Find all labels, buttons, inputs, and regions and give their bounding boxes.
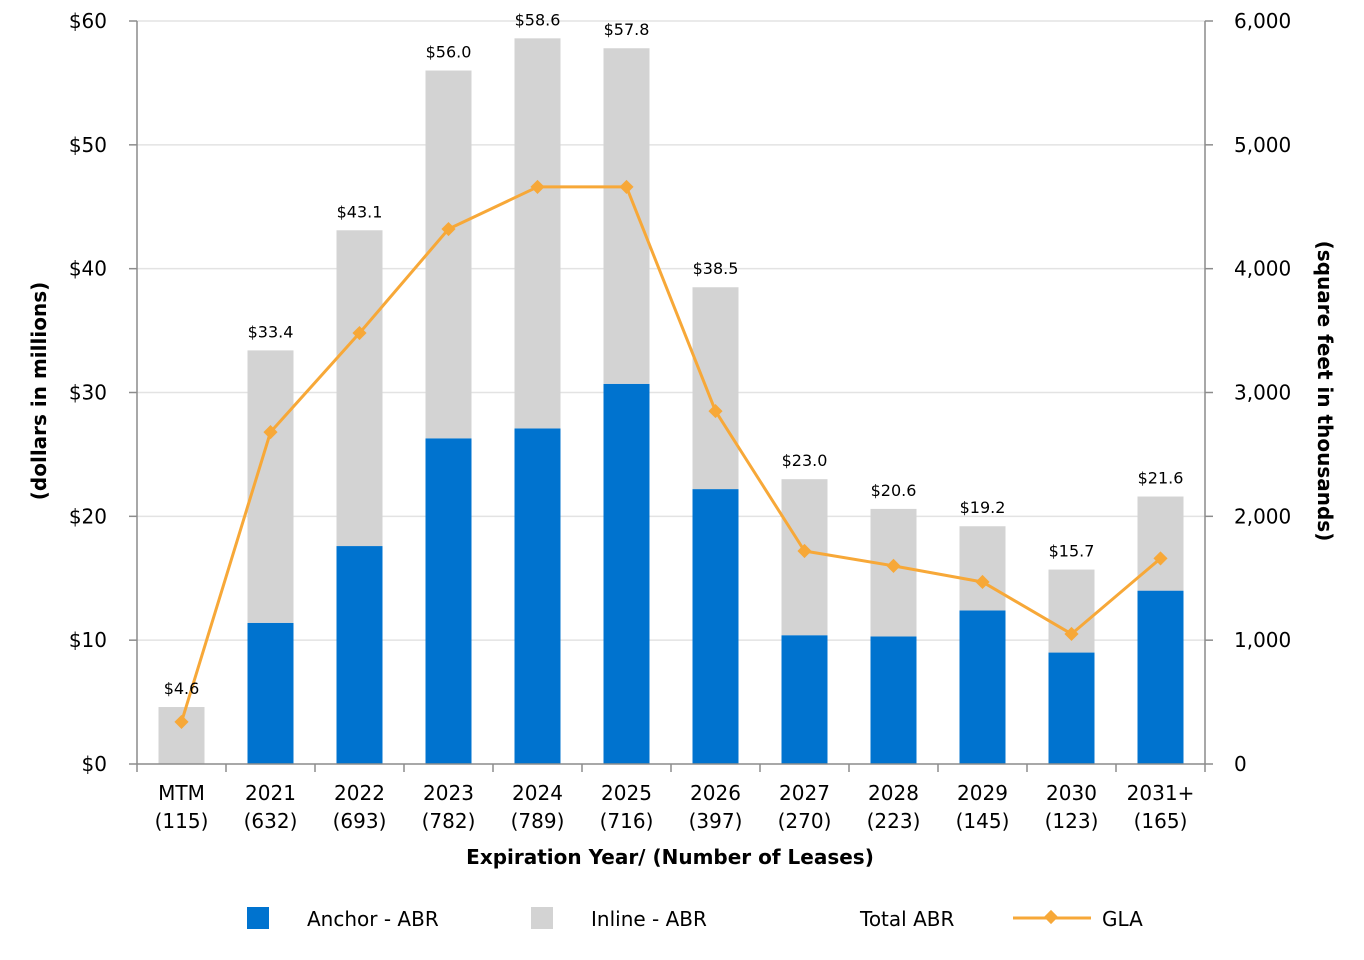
- bar-anchor-abr: [514, 428, 561, 764]
- bar-inline-abr: [959, 526, 1006, 611]
- bars: [158, 38, 1184, 764]
- bar-anchor-abr: [425, 438, 472, 764]
- x-tick-label: MTM: [158, 781, 205, 805]
- legend-label-anchor: Anchor - ABR: [307, 907, 439, 931]
- y2-tick-label: 4,000: [1234, 257, 1291, 281]
- y2-tick-label: 0: [1234, 752, 1247, 776]
- total-abr-label: $23.0: [782, 451, 828, 470]
- total-abr-label: $56.0: [426, 43, 472, 62]
- y-tick-label: $0: [82, 752, 107, 776]
- y-tick-label: $40: [69, 257, 107, 281]
- gla-point: [174, 714, 189, 729]
- legend-label-inline: Inline - ABR: [591, 907, 707, 931]
- x-tick-lease-count: (716): [600, 809, 654, 833]
- legend: Anchor - ABR Inline - ABR Total ABR GLA: [247, 907, 1143, 931]
- legend-label-total: Total ABR: [859, 907, 954, 931]
- y2-tick-label: 2,000: [1234, 504, 1291, 528]
- gla-point: [530, 179, 545, 195]
- y-tick-label: $10: [69, 628, 107, 652]
- x-tick-lease-count: (165): [1134, 809, 1188, 833]
- gla-point: [1064, 626, 1079, 642]
- total-abr-label: $43.1: [337, 202, 383, 221]
- x-tick-lease-count: (145): [956, 809, 1010, 833]
- bar-inline-abr: [1137, 496, 1184, 591]
- x-tick-label: 2021: [245, 781, 296, 805]
- y2-tick-label: 6,000: [1234, 9, 1291, 33]
- gla-point: [263, 425, 278, 440]
- x-tick-lease-count: (123): [1045, 809, 1099, 833]
- gridlines: [137, 20, 1205, 641]
- gla-line-path: [180, 185, 1162, 723]
- x-tick-label: 2030: [1046, 781, 1097, 805]
- bar-anchor-abr: [603, 383, 650, 764]
- bar-anchor-abr: [336, 546, 383, 764]
- total-abr-label: $38.5: [693, 259, 739, 278]
- y-tick-label: $30: [69, 381, 107, 405]
- labels: $0 0 $10 1,000 $20 2,000 $30 3,000 $40 4,000 $50 5,…: [69, 9, 1291, 833]
- total-abr-label: $19.2: [960, 498, 1006, 517]
- x-tick-label: 2023: [423, 781, 474, 805]
- bar-inline-abr: [692, 287, 739, 490]
- bar-anchor-abr: [1137, 590, 1184, 764]
- total-abr-label: $21.6: [1138, 469, 1184, 488]
- x-tick-lease-count: (789): [511, 809, 565, 833]
- x-tick-lease-count: (270): [778, 809, 832, 833]
- gla-point: [886, 558, 901, 573]
- x-tick-lease-count: (115): [155, 809, 209, 833]
- y-axis-title: (dollars in millions): [27, 282, 51, 500]
- x-tick-label: 2031+: [1127, 781, 1195, 805]
- legend-marker-gla: [1043, 909, 1059, 925]
- x-tick-lease-count: (223): [867, 809, 921, 833]
- x-tick-lease-count: (782): [422, 809, 476, 833]
- bar-inline-abr: [603, 48, 650, 384]
- gla-point: [352, 325, 367, 341]
- x-tick-lease-count: (397): [689, 809, 743, 833]
- gla-point: [441, 221, 456, 237]
- bar-anchor-abr: [692, 489, 739, 764]
- gla-line: [174, 179, 1168, 729]
- y2-tick-label: 1,000: [1234, 628, 1291, 652]
- total-abr-label: $58.6: [515, 10, 561, 29]
- x-tick-lease-count: (632): [244, 809, 298, 833]
- gla-point: [619, 179, 634, 195]
- legend-label-gla: GLA: [1102, 907, 1143, 931]
- bar-inline-abr: [336, 230, 383, 547]
- bar-anchor-abr: [959, 610, 1006, 764]
- x-tick-label: 2025: [601, 781, 652, 805]
- legend-swatch-inline: [531, 907, 553, 929]
- y-tick-label: $50: [69, 133, 107, 157]
- gla-point: [1153, 551, 1168, 566]
- y-tick-label: $20: [69, 504, 107, 528]
- bar-anchor-abr: [781, 635, 828, 764]
- x-tick-lease-count: (693): [333, 809, 387, 833]
- y2-axis-title: (square feet in thousands): [1313, 241, 1337, 542]
- y2-tick-label: 3,000: [1234, 381, 1291, 405]
- x-tick-label: 2022: [334, 781, 385, 805]
- x-tick-label: 2028: [868, 781, 919, 805]
- x-tick-label: 2027: [779, 781, 830, 805]
- total-abr-label: $33.4: [248, 322, 294, 341]
- legend-swatch-anchor: [247, 907, 269, 929]
- gla-point: [708, 404, 723, 419]
- bar-inline-abr: [425, 70, 472, 439]
- x-tick-label: 2026: [690, 781, 741, 805]
- bar-anchor-abr: [870, 636, 917, 764]
- bar-anchor-abr: [1048, 652, 1095, 764]
- x-tick-label: 2029: [957, 781, 1008, 805]
- x-tick-label: 2024: [512, 781, 563, 805]
- gla-point: [797, 543, 812, 559]
- x-axis-title: Expiration Year/ (Number of Leases): [466, 845, 874, 869]
- bar-inline-abr: [514, 38, 561, 429]
- total-abr-label: $57.8: [604, 20, 650, 39]
- y2-tick-label: 5,000: [1234, 133, 1291, 157]
- gla-point: [975, 574, 990, 590]
- total-abr-label: $4.6: [164, 679, 200, 698]
- total-abr-label: $15.7: [1049, 542, 1095, 561]
- total-abr-label: $20.6: [871, 481, 917, 500]
- y-tick-label: $60: [69, 9, 107, 33]
- axes: [129, 20, 1213, 772]
- bar-anchor-abr: [247, 622, 294, 764]
